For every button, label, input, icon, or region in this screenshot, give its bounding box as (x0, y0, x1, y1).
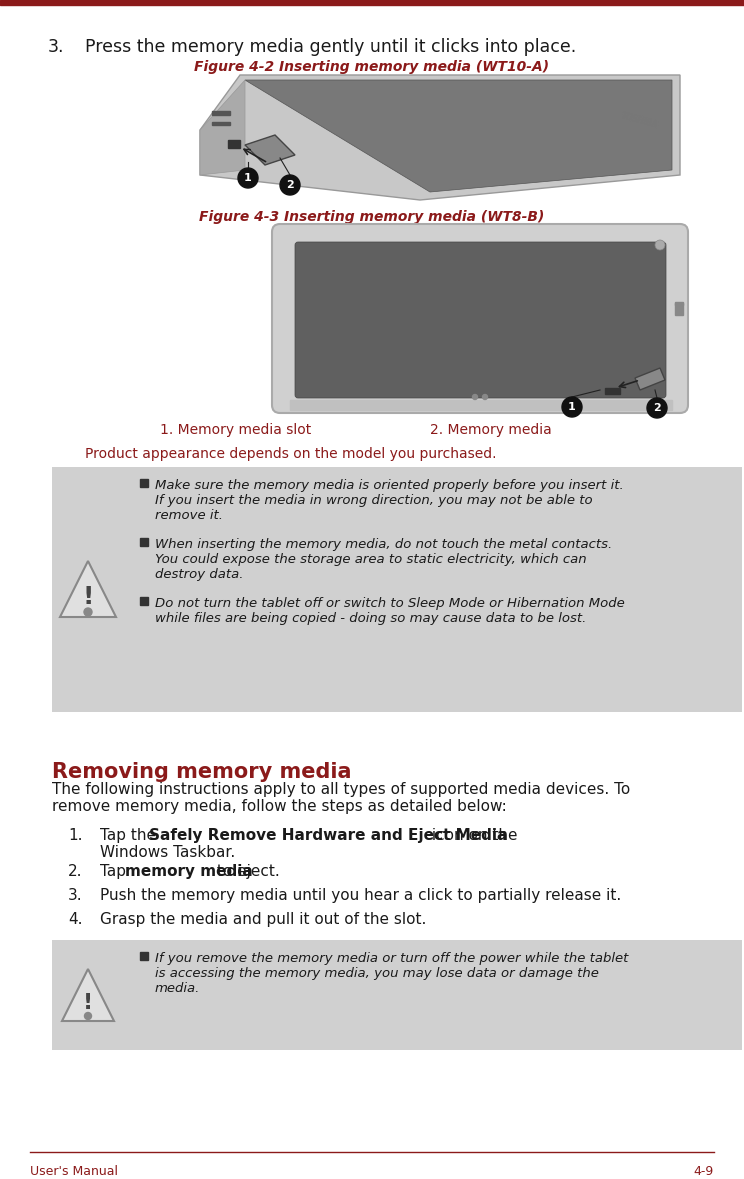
Text: Figure 4-2 Inserting memory media (WT10-A): Figure 4-2 Inserting memory media (WT10-… (194, 60, 550, 74)
Text: 1: 1 (568, 402, 576, 411)
Text: Do not turn the tablet off or switch to Sleep Mode or Hibernation Mode: Do not turn the tablet off or switch to … (155, 597, 625, 610)
Polygon shape (200, 75, 680, 200)
Text: Make sure the memory media is oriented properly before you insert it.: Make sure the memory media is oriented p… (155, 479, 623, 492)
Bar (212, 111, 230, 116)
Bar (228, 140, 240, 149)
Bar (52, 467, 742, 712)
Text: to eject.: to eject. (212, 864, 280, 880)
Text: 2. Memory media: 2. Memory media (430, 423, 552, 437)
Bar (675, 302, 683, 305)
Text: If you remove the memory media or turn off the power while the tablet: If you remove the memory media or turn o… (155, 951, 629, 964)
Text: is accessing the memory media, you may lose data or damage the: is accessing the memory media, you may l… (155, 967, 599, 980)
Bar (212, 121, 230, 125)
Text: 2: 2 (653, 403, 661, 413)
Circle shape (238, 167, 258, 187)
Text: Grasp the media and pull it out of the slot.: Grasp the media and pull it out of the s… (100, 913, 426, 927)
Text: 4-9: 4-9 (693, 1165, 714, 1178)
Text: 4.: 4. (68, 913, 83, 927)
Text: while files are being copied - doing so may cause data to be lost.: while files are being copied - doing so … (155, 612, 586, 625)
Text: You could expose the storage area to static electricity, which can: You could expose the storage area to sta… (155, 553, 586, 566)
Text: Product appearance depends on the model you purchased.: Product appearance depends on the model … (85, 447, 496, 461)
Text: The following instructions apply to all types of supported media devices. To: The following instructions apply to all … (52, 782, 630, 797)
Text: If you insert the media in wrong direction, you may not be able to: If you insert the media in wrong directi… (155, 494, 593, 507)
Polygon shape (62, 969, 114, 1021)
Text: !: ! (83, 993, 93, 1013)
Text: icon on the: icon on the (426, 828, 517, 843)
Text: 1.: 1. (68, 828, 83, 843)
Text: When inserting the memory media, do not touch the metal contacts.: When inserting the memory media, do not … (155, 538, 612, 551)
Text: Tap: Tap (100, 864, 131, 880)
Text: memory media: memory media (124, 864, 252, 880)
Circle shape (84, 608, 92, 615)
Polygon shape (245, 136, 295, 165)
Bar (52, 940, 742, 1050)
Text: Tap the: Tap the (100, 828, 161, 843)
Circle shape (483, 395, 487, 400)
Polygon shape (245, 80, 672, 192)
Text: 1: 1 (244, 173, 252, 183)
Bar (675, 303, 683, 315)
Bar (140, 597, 148, 605)
Text: 3.: 3. (68, 888, 83, 903)
Text: Removing memory media: Removing memory media (52, 762, 351, 782)
Bar (605, 388, 620, 394)
FancyBboxPatch shape (295, 242, 666, 399)
Circle shape (280, 174, 300, 195)
Text: Push the memory media until you hear a click to partially release it.: Push the memory media until you hear a c… (100, 888, 621, 903)
Text: remove memory media, follow the steps as detailed below:: remove memory media, follow the steps as… (52, 799, 507, 814)
Text: Safely Remove Hardware and Eject Media: Safely Remove Hardware and Eject Media (150, 828, 507, 843)
FancyBboxPatch shape (272, 224, 688, 413)
Bar (0, 0, 744, 5)
Polygon shape (635, 368, 665, 390)
Text: Press the memory media gently until it clicks into place.: Press the memory media gently until it c… (85, 38, 577, 55)
Text: 1. Memory media slot: 1. Memory media slot (160, 423, 311, 437)
Circle shape (472, 395, 478, 400)
Text: destroy data.: destroy data. (155, 568, 243, 581)
Circle shape (647, 399, 667, 419)
Circle shape (655, 241, 665, 250)
Circle shape (85, 1013, 92, 1020)
Text: Figure 4-3 Inserting memory media (WT8-B): Figure 4-3 Inserting memory media (WT8-B… (199, 210, 545, 224)
Text: 2.: 2. (68, 864, 83, 880)
Text: TOSHIBA: TOSHIBA (620, 112, 658, 130)
Circle shape (562, 397, 582, 417)
Text: remove it.: remove it. (155, 509, 223, 522)
Polygon shape (60, 561, 116, 617)
Text: 3.: 3. (48, 38, 65, 55)
Text: !: ! (83, 585, 94, 610)
Bar (290, 400, 672, 410)
Polygon shape (200, 80, 245, 174)
Text: User's Manual: User's Manual (30, 1165, 118, 1178)
Bar (140, 538, 148, 546)
Text: 2: 2 (286, 180, 294, 190)
Bar (140, 951, 148, 960)
Text: Windows Taskbar.: Windows Taskbar. (100, 845, 235, 859)
Bar (140, 479, 148, 487)
Text: media.: media. (155, 982, 200, 995)
